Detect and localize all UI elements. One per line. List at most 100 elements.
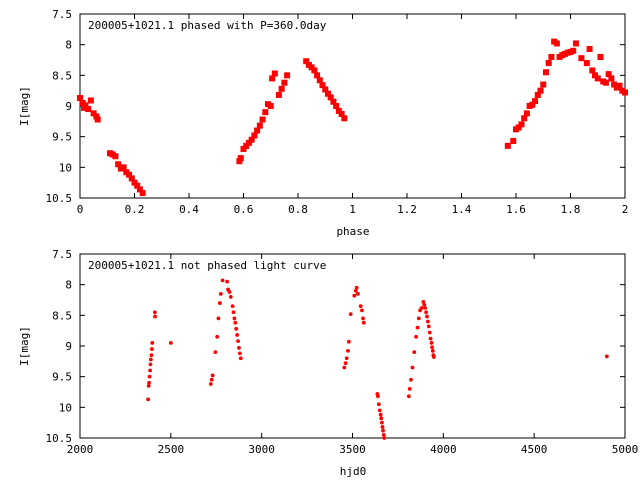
data-point [150,341,155,345]
data-point [380,420,384,425]
data-point [240,145,247,152]
data-point [269,75,276,82]
data-point [147,374,152,379]
data-point [228,295,233,299]
data-point [430,349,435,353]
data-point [430,345,434,350]
data-point [238,356,243,361]
data-point [303,58,310,65]
x-tick-label: 0.2 [125,203,145,216]
data-point [426,324,431,329]
data-point [611,81,618,88]
data-point [424,310,428,315]
unphased-plot-title: 200005+1021.1 not phased light curve [88,259,326,272]
phased-panel: 0 0.2 0.4 0.6 0.8 1 1.2 1.4 1.6 1.8 2 7.5 8 8.5 9 9.5 1… [18,8,628,238]
data-point [608,75,615,82]
data-point [82,102,89,109]
data-point [622,89,628,96]
data-point [335,107,342,114]
data-point [429,341,434,345]
data-point [594,75,601,82]
data-point [415,325,420,330]
y-tick-label: 9.5 [52,371,72,384]
data-point [215,334,220,339]
data-point [553,40,560,47]
data-point [572,40,579,47]
data-point [235,333,240,337]
phased-y-axis-label: I[mag] [18,86,31,126]
data-point [115,161,122,168]
x-tick-label: 1 [349,203,356,216]
data-point [148,357,153,362]
data-point [139,190,146,197]
y-tick-label: 9.5 [52,131,72,144]
data-point [529,101,536,108]
data-point [168,341,173,345]
data-point [412,350,417,355]
x-tick-label: 0.8 [288,203,308,216]
data-point [227,290,232,294]
y-tick-label: 9 [65,100,72,113]
x-tick-label: 2 [622,203,629,216]
data-point [85,106,92,113]
data-point [233,320,238,325]
data-point [254,127,261,134]
data-point [358,304,363,309]
data-point [243,142,250,149]
data-point [354,285,359,290]
data-point [330,98,337,105]
y-tick-label: 7.5 [52,8,72,21]
data-point [237,155,244,162]
data-point [236,158,243,165]
data-point [583,60,590,67]
data-point [376,394,380,399]
data-point [380,425,385,429]
data-point [597,53,604,60]
data-point [361,316,365,321]
data-point [216,316,221,321]
data-point [341,115,348,122]
data-point [352,293,357,298]
data-point [230,304,235,309]
data-point [523,110,530,117]
x-tick-label: 2500 [158,443,185,456]
data-point [210,373,215,378]
x-tick-label: 1.6 [506,203,526,216]
data-point [346,339,351,344]
phased-y-tick-labels: 7.5 8 8.5 9 9.5 10 10.5 [46,8,73,205]
data-point [237,351,242,356]
data-point [87,97,94,104]
data-point [314,72,321,79]
data-point [518,121,525,128]
data-point [605,71,612,78]
data-point [423,306,428,310]
data-point [540,81,547,88]
data-point [208,382,213,386]
data-point [616,82,623,89]
x-tick-label: 0.6 [234,203,254,216]
data-point [360,308,364,313]
data-point [322,86,329,93]
unphased-x-axis-label: hjd0 [340,465,367,478]
data-point [93,113,100,120]
data-point [515,124,522,131]
data-point [409,377,413,382]
x-tick-label: 1.4 [452,203,472,216]
data-point [548,53,555,60]
data-point [262,109,269,116]
unphased-panel: 2000 2500 3000 3500 4000 4500 5000 7.5 8 8.5 9 9.5… [18,248,638,478]
data-point [361,320,366,325]
y-tick-label: 8 [65,39,72,52]
x-tick-label: 4000 [430,443,457,456]
data-point [416,316,421,321]
data-point [333,103,340,109]
data-point [148,368,153,373]
data-point [427,330,432,335]
x-tick-label: 4500 [521,443,548,456]
data-point [602,79,609,86]
data-point [278,85,285,92]
data-point [316,77,323,84]
y-tick-label: 10 [59,401,72,414]
data-point [126,171,133,178]
